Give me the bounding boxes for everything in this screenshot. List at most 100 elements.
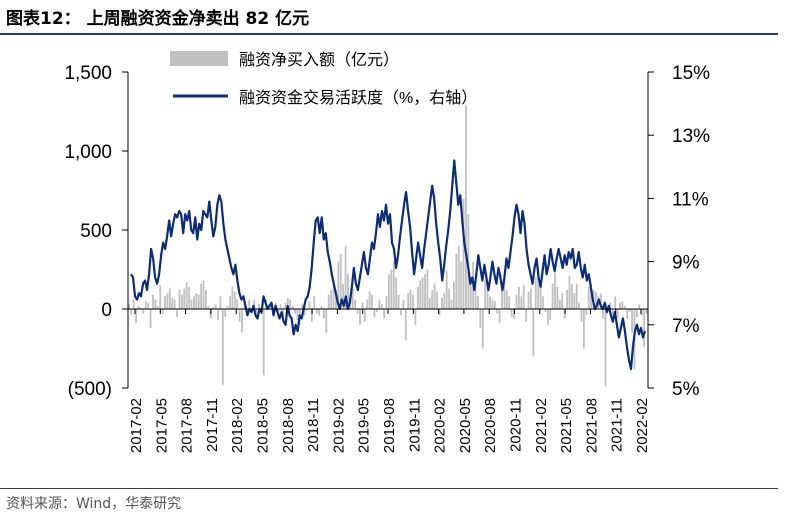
net-buy-bar — [508, 296, 511, 309]
right-tick-label: 9% — [672, 253, 700, 274]
net-buy-bar — [229, 296, 231, 309]
net-buy-bar — [431, 290, 434, 309]
net-buy-bar — [154, 299, 157, 309]
net-buy-bar — [421, 277, 424, 309]
x-tick-label: 2019-08 — [381, 398, 398, 453]
net-buy-bar — [168, 288, 171, 309]
left-tick-label: 0 — [101, 300, 112, 321]
net-buy-bar — [566, 290, 568, 309]
title-rule — [0, 33, 778, 35]
net-buy-bar — [183, 288, 186, 309]
legend-bar-swatch — [170, 51, 228, 66]
net-buy-bar — [570, 283, 573, 309]
net-buy-bar — [602, 309, 605, 319]
right-tick-label: 11% — [672, 189, 709, 210]
net-buy-bar — [226, 305, 229, 309]
net-buy-bar — [448, 288, 450, 309]
x-tick-label: 2021-02 — [533, 398, 550, 453]
net-buy-bar — [294, 309, 296, 314]
net-buy-bar — [142, 309, 145, 314]
net-buy-bar — [255, 309, 258, 317]
net-buy-bar — [542, 296, 544, 309]
net-buy-bar — [327, 294, 330, 309]
net-buy-bar — [626, 309, 629, 319]
net-buy-bar — [310, 309, 313, 322]
net-buy-bar — [619, 302, 621, 309]
net-buy-bar — [224, 309, 227, 317]
net-buy-bar — [368, 291, 371, 309]
net-buy-bar — [330, 290, 333, 309]
net-buy-bar — [202, 280, 205, 309]
net-buy-bar — [303, 309, 306, 316]
net-buy-bar — [455, 253, 458, 309]
net-buy-bar — [361, 302, 364, 309]
net-buy-bar — [284, 302, 287, 309]
net-buy-bar — [561, 293, 564, 309]
net-buy-bar — [491, 299, 494, 309]
net-buy-bar — [438, 309, 441, 316]
net-buy-bar — [546, 309, 549, 325]
x-tick-label: 2017-08 — [179, 398, 196, 453]
net-buy-bar — [279, 304, 282, 309]
net-buy-bar — [522, 285, 525, 309]
right-tick-label: 5% — [672, 379, 700, 400]
net-buy-bar — [412, 294, 414, 309]
net-buy-bar — [241, 309, 243, 333]
net-buy-bar — [354, 299, 357, 309]
net-buy-bar — [611, 309, 614, 321]
net-buy-bar — [301, 304, 304, 309]
net-buy-bar — [188, 286, 190, 309]
net-buy-bar — [424, 274, 426, 309]
net-buy-bar — [428, 297, 431, 309]
x-tick-label: 2022-02 — [634, 398, 651, 453]
net-buy-bar — [248, 299, 251, 309]
net-buy-bar — [335, 290, 337, 309]
net-buy-bar — [414, 309, 417, 325]
net-buy-bar — [590, 283, 593, 309]
net-buy-bar — [253, 299, 255, 309]
net-buy-bar — [152, 294, 154, 309]
net-buy-bar — [402, 299, 405, 309]
net-buy-bar — [640, 309, 643, 316]
net-buy-bar — [378, 299, 381, 309]
net-buy-bar — [631, 309, 633, 333]
net-buy-bar — [443, 293, 446, 309]
net-buy-bar — [479, 309, 482, 328]
net-buy-bar — [375, 309, 378, 313]
net-buy-bar — [575, 283, 578, 309]
net-buy-bar — [580, 309, 583, 322]
net-buy-bar — [551, 283, 554, 309]
net-buy-bar — [493, 301, 496, 309]
net-buy-bar — [207, 305, 210, 309]
net-buy-bar — [342, 283, 345, 309]
net-buy-bar — [380, 304, 383, 309]
net-buy-bar — [616, 309, 619, 319]
net-buy-bar — [371, 294, 373, 309]
net-buy-bar — [532, 309, 535, 357]
net-buy-bar — [337, 261, 340, 309]
net-buy-bar — [453, 282, 455, 309]
net-buy-bar — [426, 269, 429, 309]
net-buy-bar — [132, 299, 135, 309]
net-buy-bar — [638, 304, 641, 309]
x-tick-label: 2017-11 — [204, 398, 221, 452]
net-buy-bar — [128, 304, 130, 309]
net-buy-bar — [604, 309, 607, 387]
x-tick-label: 2017-02 — [128, 398, 145, 453]
net-buy-bar — [383, 309, 385, 319]
net-buy-bar — [221, 309, 224, 385]
net-buy-bar — [416, 286, 419, 309]
net-buy-bar — [173, 299, 176, 309]
net-buy-bar — [289, 299, 292, 309]
net-buy-bar — [144, 301, 147, 309]
net-buy-bar — [344, 245, 347, 309]
net-buy-bar — [469, 277, 472, 309]
net-buy-bar — [436, 291, 438, 309]
activity-line — [130, 159, 647, 371]
net-buy-bar — [515, 294, 518, 309]
net-buy-bar — [390, 269, 393, 309]
net-buy-bar — [315, 309, 318, 314]
net-buy-bar — [185, 282, 188, 309]
net-buy-bar — [195, 293, 198, 309]
